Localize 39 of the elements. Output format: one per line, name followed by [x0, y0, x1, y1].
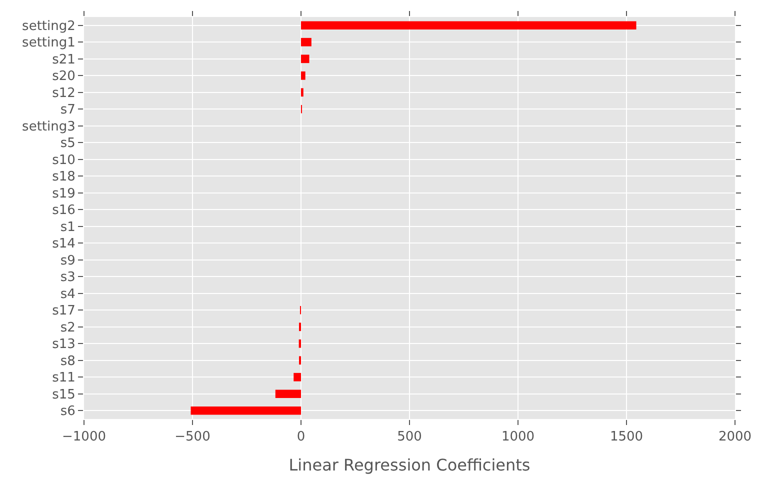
y-tick-label: s13 [52, 337, 76, 352]
bar [294, 372, 301, 382]
y-tick-label: s17 [52, 304, 76, 319]
y-tick-label: s18 [52, 170, 76, 185]
y-tick-label: s12 [52, 86, 76, 101]
bar [301, 21, 636, 30]
y-tick-label: s10 [52, 152, 76, 168]
y-tick-label: s3 [60, 270, 76, 286]
y-tick-label: s21 [52, 52, 76, 68]
x-axis-title: Linear Regression Coefficients [288, 455, 530, 474]
x-tick-label: −500 [174, 430, 210, 445]
y-tick-label: s20 [52, 69, 76, 84]
y-tick-label: setting3 [22, 119, 76, 134]
y-tick-label: s11 [52, 370, 76, 386]
x-tick-label: 1000 [501, 430, 535, 445]
y-tick-label: setting2 [22, 18, 76, 34]
y-tick-label: setting1 [22, 36, 76, 51]
x-tick-label: 1500 [610, 430, 644, 445]
y-tick-label: s6 [60, 404, 76, 420]
y-tick-label: s7 [60, 102, 76, 118]
bar [301, 38, 312, 46]
bar [275, 390, 301, 398]
y-tick-label: s15 [52, 387, 76, 402]
bar [301, 54, 310, 64]
y-tick-label: s1 [60, 220, 76, 235]
y-tick-label: s16 [52, 203, 76, 218]
y-tick-label: s14 [52, 236, 76, 252]
y-tick-label: s19 [52, 186, 76, 202]
x-tick-label: −1000 [62, 430, 106, 445]
y-tick-label: s4 [60, 286, 76, 302]
x-tick-label: 2000 [718, 430, 752, 445]
y-tick-label: s8 [60, 354, 76, 369]
x-tick-label: 0 [296, 430, 306, 445]
y-tick-label: s2 [60, 320, 76, 336]
y-tick-label: s9 [60, 253, 76, 268]
bar [301, 71, 306, 80]
y-tick-label: s5 [60, 136, 76, 152]
x-tick-label: 500 [397, 430, 422, 445]
bar [190, 406, 301, 415]
